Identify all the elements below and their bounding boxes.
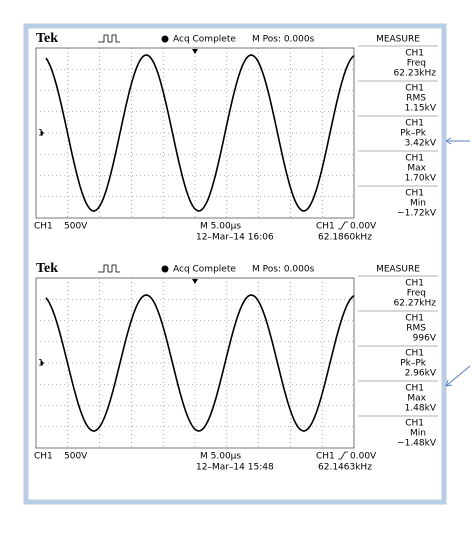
screen	[32, 30, 440, 254]
measure-value: −1.72kV	[397, 209, 437, 219]
measure-channel: CH1	[405, 349, 424, 359]
measure-channel: CH1	[405, 384, 424, 394]
measure-title: MEASURE	[376, 265, 420, 275]
volts: 500V	[64, 452, 88, 462]
measure-channel: CH1	[405, 279, 424, 289]
brand: Tek	[36, 261, 58, 276]
arrow-head	[445, 379, 453, 387]
mpos: M Pos: 0.000s	[252, 265, 315, 275]
screen	[32, 260, 440, 484]
measure-title: MEASURE	[376, 35, 420, 45]
run-dot	[161, 265, 169, 273]
measure-name: Min	[410, 199, 426, 209]
timebase: M 5.00µs	[200, 452, 241, 462]
trigger-position	[192, 49, 198, 54]
measure-name: Max	[407, 164, 426, 174]
measure-name: Pk–Pk	[400, 359, 427, 369]
trigger-icon	[98, 264, 120, 273]
trigger-level: 0.00V	[350, 452, 377, 462]
waveform	[45, 54, 355, 212]
brand: Tek	[36, 31, 58, 46]
measure-name: Max	[407, 394, 426, 404]
measure-value: 996V	[413, 334, 437, 344]
measure-channel: CH1	[405, 154, 424, 164]
trigger-channel: CH1	[316, 222, 335, 232]
status: Acq Complete	[173, 265, 236, 275]
marker-arrow	[41, 130, 44, 136]
arrow-head	[445, 137, 452, 145]
measure-channel: CH1	[405, 314, 424, 324]
trigger-position	[192, 279, 198, 284]
channel-marker: 1	[38, 359, 44, 369]
date: 12–Mar–14 15:48	[196, 463, 274, 473]
channel: CH1	[34, 222, 53, 232]
measure-name: RMS	[406, 324, 426, 334]
trigger-icon	[98, 34, 120, 43]
measure-name: Freq	[407, 59, 426, 69]
status: Acq Complete	[173, 35, 236, 45]
measure-value: 1.48kV	[405, 404, 437, 414]
measure-channel: CH1	[405, 84, 424, 94]
measure-value: 1.15kV	[405, 104, 437, 114]
measure-channel: CH1	[405, 189, 424, 199]
timebase: M 5.00µs	[200, 222, 241, 232]
trigger-channel: CH1	[316, 452, 335, 462]
arrow	[445, 365, 471, 387]
marker-arrow	[41, 360, 44, 366]
measure-name: Freq	[407, 289, 426, 299]
run-dot	[161, 35, 169, 43]
trigger-slope	[338, 451, 348, 460]
measure-name: RMS	[406, 94, 426, 104]
measure-value: −1.48kV	[397, 439, 437, 449]
frequency: 62.1860kHz	[318, 233, 372, 243]
channel: CH1	[34, 452, 53, 462]
measure-channel: CH1	[405, 49, 424, 59]
measure-name: Pk–Pk	[400, 129, 427, 139]
volts: 500V	[64, 222, 88, 232]
mpos: M Pos: 0.000s	[252, 35, 315, 45]
date: 12–Mar–14 16:06	[196, 233, 274, 243]
measure-value: 3.42kV	[405, 139, 437, 149]
measure-value: 62.23kHz	[394, 69, 437, 79]
measure-channel: CH1	[405, 119, 424, 129]
waveform	[45, 294, 355, 432]
channel-marker: 1	[38, 129, 44, 139]
trigger-level: 0.00V	[350, 222, 377, 232]
measure-value: 62.27kHz	[394, 299, 437, 309]
measure-name: Min	[410, 429, 426, 439]
frequency: 62.1463kHz	[318, 463, 372, 473]
trigger-slope	[338, 221, 348, 230]
measure-value: 2.96kV	[405, 369, 437, 379]
measure-channel: CH1	[405, 419, 424, 429]
measure-value: 1.70kV	[405, 174, 437, 184]
